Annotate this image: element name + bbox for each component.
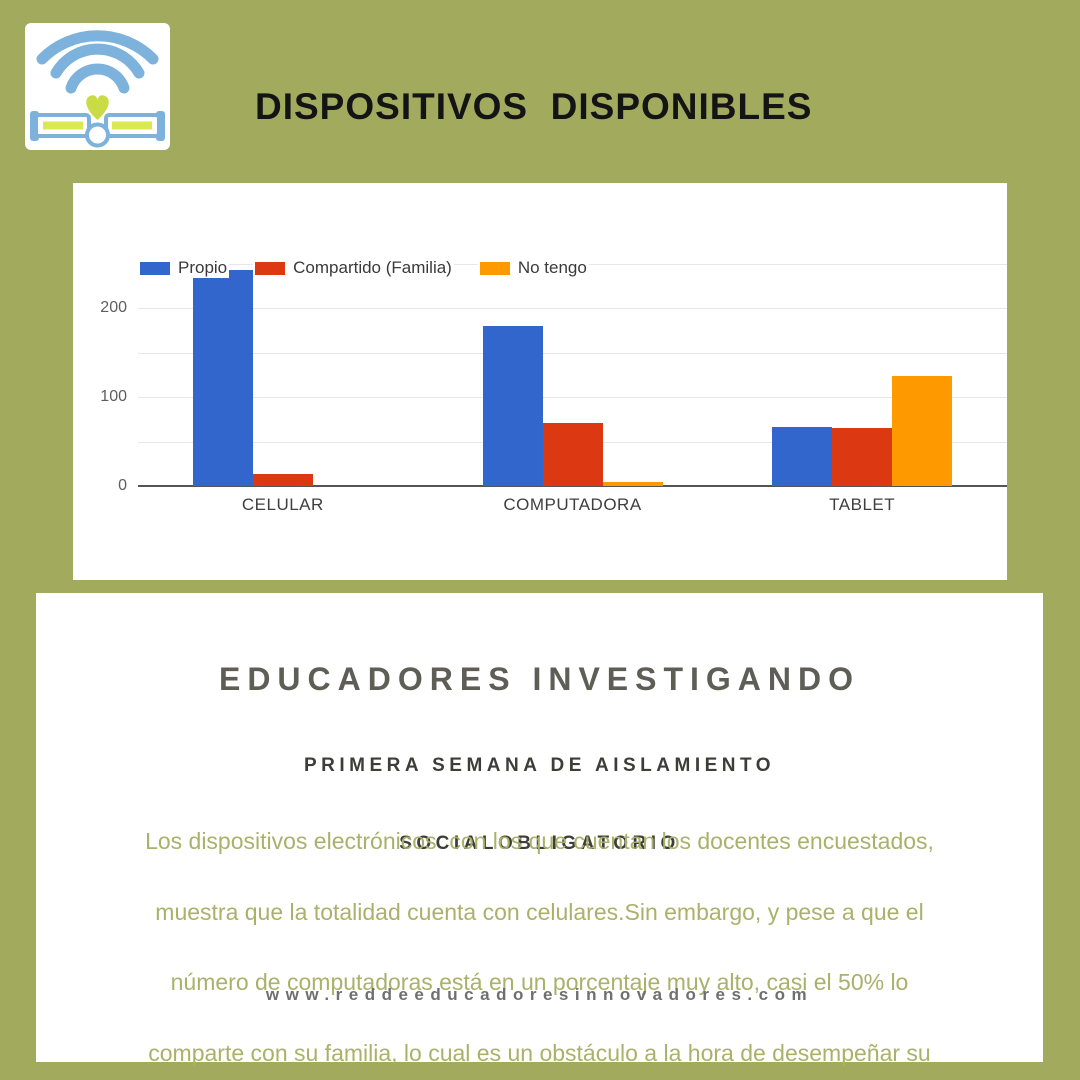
gridline-150: [138, 352, 1007, 354]
wifi-book-logo-icon: [30, 30, 165, 148]
y-tick-0: 0: [118, 477, 127, 494]
paragraph-line: Los dispositivos electrónicos con los qu…: [145, 828, 934, 854]
bar-propio-celular: [192, 270, 253, 486]
legend-item-no-tengo: No tengo: [477, 258, 589, 278]
logo: [25, 23, 170, 150]
paragraph-line: muestra que la totalidad cuenta con celu…: [155, 898, 924, 925]
bar-compartido-familia-tablet: [832, 428, 893, 486]
legend-label: Propio: [178, 258, 228, 277]
heart-icon: [86, 95, 109, 120]
bar-compartido-familia-celular: [252, 473, 313, 486]
chart-panel: Propio Compartido (Familia) No tengo 0 100 2…: [73, 183, 1007, 580]
legend-item-compartido-familia: Compartido (Familia): [253, 258, 454, 278]
bar-no-tengo-tablet: [892, 375, 953, 486]
subheading-line: PRIMERA SEMANA DE AISLAMIENTO: [303, 755, 776, 776]
legend-label: Compartido (Familia): [293, 258, 452, 277]
y-tick-100: 100: [100, 388, 127, 406]
bar-no-tengo-computadora: [602, 482, 663, 486]
legend-swatch-icon: [479, 261, 510, 275]
page-title: DISPOSITIVOS DISPONIBLES: [255, 86, 813, 127]
legend-swatch-icon: [140, 261, 170, 275]
x-axis-line: [138, 485, 1007, 487]
bar-propio-computadora: [482, 326, 543, 486]
book-icon: [30, 111, 165, 148]
gridline-100: [138, 397, 1007, 399]
legend-label: No tengo: [517, 258, 587, 277]
subheading-line: SOCIALOBLIGATORIO: [399, 833, 680, 854]
wifi-icon: [36, 30, 159, 94]
y-tick-200: 200: [100, 299, 127, 317]
gridline-200: [138, 308, 1007, 310]
bar-propio-tablet: [772, 426, 833, 486]
legend-swatch-icon: [255, 261, 286, 275]
chart-legend: Propio Compartido (Familia) No tengo: [138, 258, 589, 278]
info-heading: EDUCADORES INVESTIGANDO: [218, 661, 861, 697]
legend-item-propio: Propio: [138, 258, 230, 278]
info-paragraph: Los dispositivos electrónicos con los qu…: [36, 783, 1043, 1080]
paragraph-line: comparte con su familia, lo cual es un o…: [148, 1039, 931, 1066]
info-subheading: PRIMERA SEMANA DE AISLAMIENTO SOCIALOBLI…: [36, 701, 1043, 909]
category-label-computadora: COMPUTADORA: [503, 495, 642, 514]
bar-compartido-familia-computadora: [542, 422, 603, 486]
category-label-celular: CELULAR: [241, 495, 324, 514]
category-label-tablet: TABLET: [829, 495, 896, 514]
paragraph-line: número de computadoras está en un porcen…: [170, 969, 909, 995]
website-url: www.reddeeducadoresinnovadores.com: [265, 985, 814, 1004]
info-panel: EDUCADORES INVESTIGANDO PRIMERA SEMANA D…: [36, 593, 1043, 1064]
